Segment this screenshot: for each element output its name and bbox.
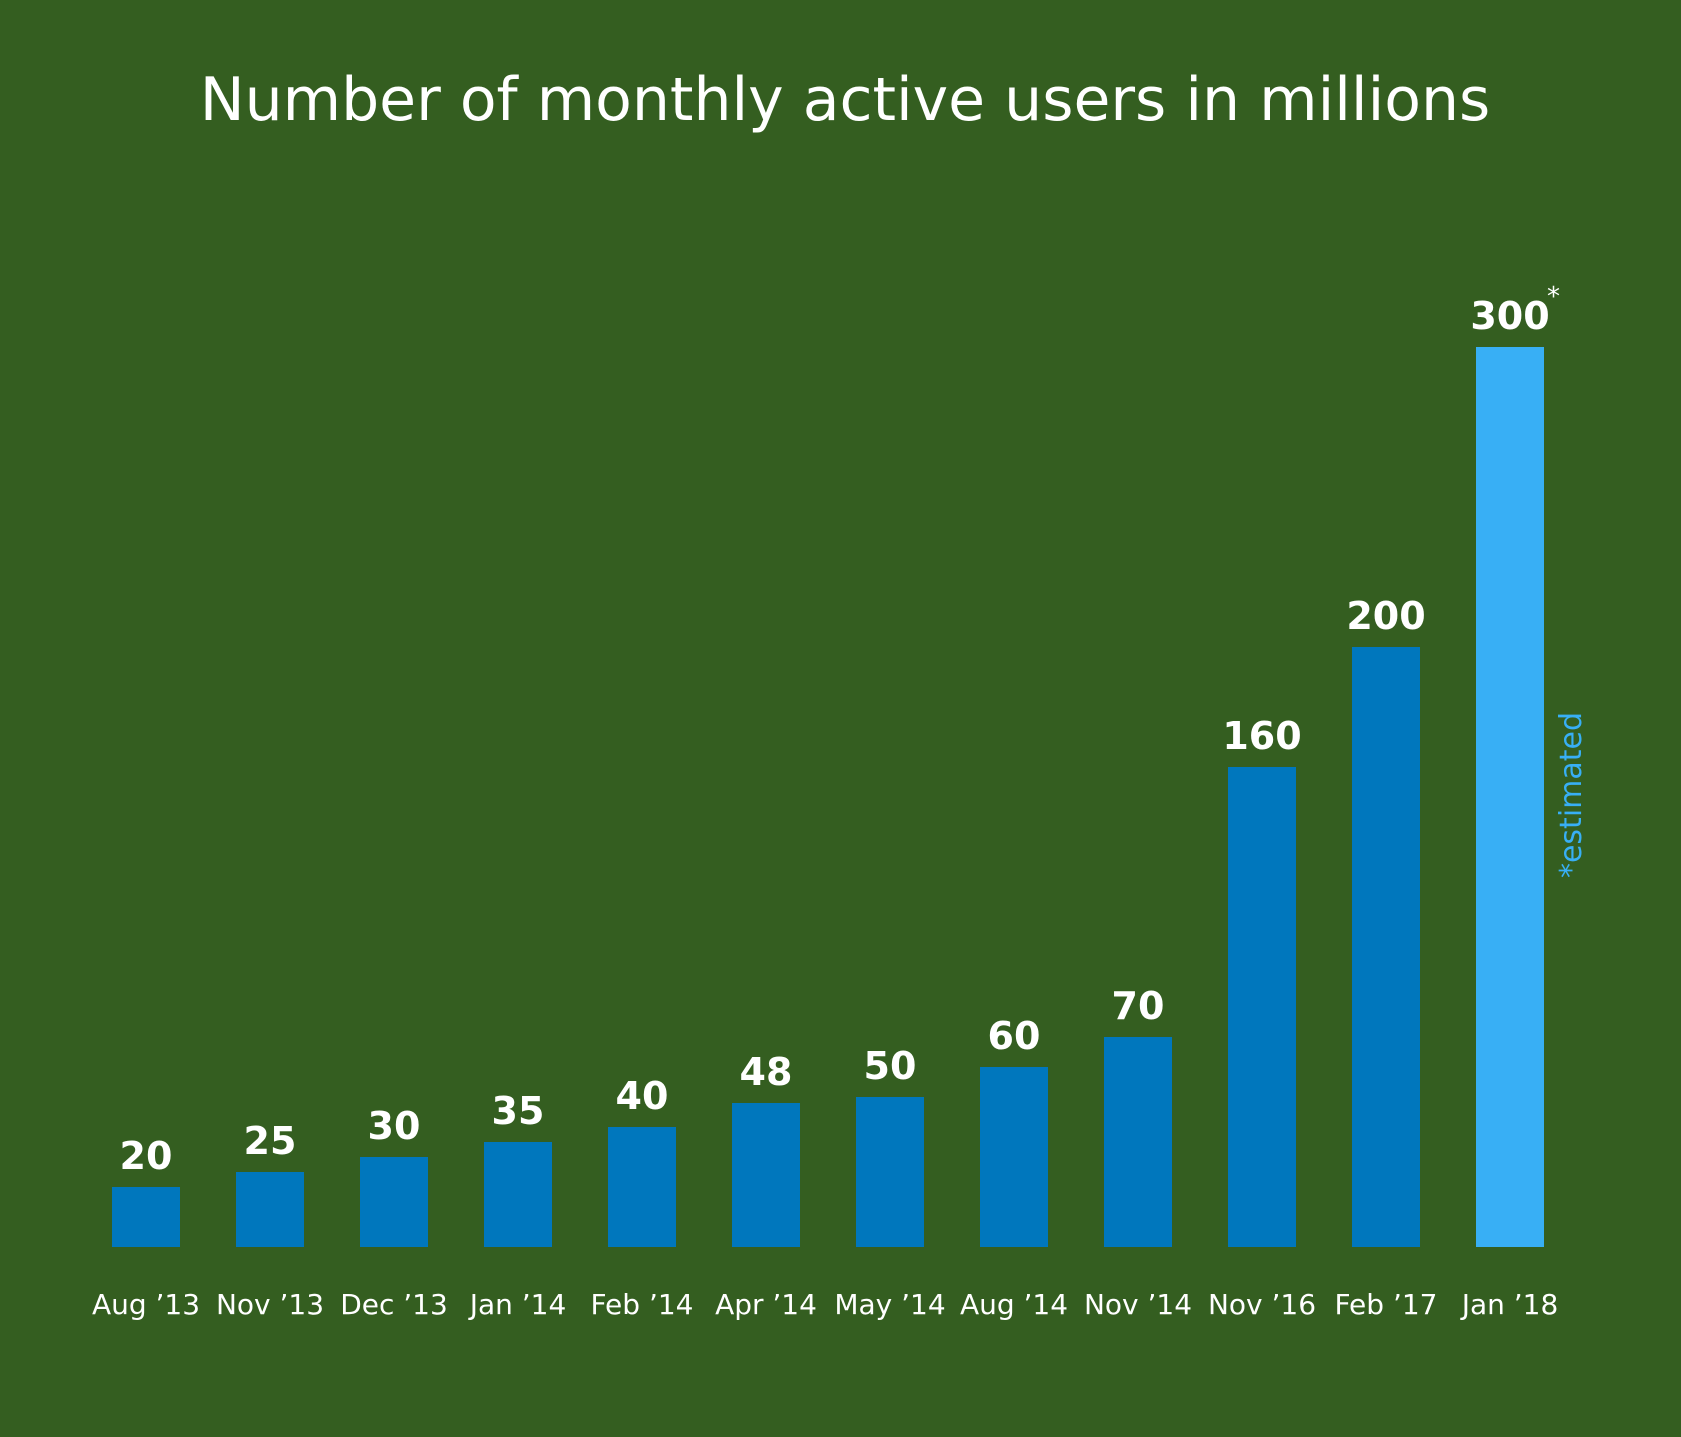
x-tick-label-1: Aug ’13 xyxy=(92,1288,200,1321)
x-tick-label-5: Feb ’14 xyxy=(590,1288,693,1321)
value-label-10: 160 xyxy=(1222,714,1301,758)
bar-9 xyxy=(1104,1037,1172,1247)
bar-12 xyxy=(1476,347,1544,1247)
x-tick-labels-group: Aug ’13 Nov ’13 Dec ’13 Jan ’14 Feb ’14 Apr ’… xyxy=(92,1288,1558,1321)
x-tick-label-6: Apr ’14 xyxy=(715,1288,817,1321)
x-tick-label-9: Nov ’14 xyxy=(1084,1288,1192,1321)
estimated-marker: * xyxy=(1547,282,1560,312)
value-label-2: 25 xyxy=(244,1119,297,1163)
x-tick-label-8: Aug ’14 xyxy=(960,1288,1068,1321)
bar-1 xyxy=(112,1187,180,1247)
x-tick-label-2: Nov ’13 xyxy=(216,1288,324,1321)
bar-2 xyxy=(236,1172,304,1247)
value-labels-group: 20 25 30 35 40 48 50 60 70 160 200 300* xyxy=(120,282,1560,1178)
estimated-note: *estimated xyxy=(1554,712,1589,878)
x-tick-label-11: Feb ’17 xyxy=(1334,1288,1437,1321)
bar-8 xyxy=(980,1067,1048,1247)
chart-title: Number of monthly active users in millio… xyxy=(200,65,1491,135)
x-tick-label-7: May ’14 xyxy=(834,1288,945,1321)
x-tick-label-10: Nov ’16 xyxy=(1208,1288,1316,1321)
value-label-5: 40 xyxy=(616,1074,669,1118)
bar-7 xyxy=(856,1097,924,1247)
value-label-7: 50 xyxy=(864,1044,917,1088)
bar-5 xyxy=(608,1127,676,1247)
value-label-11: 200 xyxy=(1346,594,1425,638)
value-label-1: 20 xyxy=(120,1134,173,1178)
x-tick-label-12: Jan ’18 xyxy=(1460,1288,1559,1321)
bar-6 xyxy=(732,1103,800,1247)
x-tick-label-3: Dec ’13 xyxy=(340,1288,448,1321)
value-label-3: 30 xyxy=(368,1104,421,1148)
value-label-9: 70 xyxy=(1112,984,1165,1028)
bars-group xyxy=(112,347,1544,1247)
value-label-4: 35 xyxy=(492,1089,545,1133)
bar-10 xyxy=(1228,767,1296,1247)
value-label-8: 60 xyxy=(988,1014,1041,1058)
bar-11 xyxy=(1352,647,1420,1247)
value-label-6: 48 xyxy=(740,1050,793,1094)
value-label-12: 300 xyxy=(1470,294,1549,338)
bar-4 xyxy=(484,1142,552,1247)
bar-3 xyxy=(360,1157,428,1247)
x-tick-label-4: Jan ’14 xyxy=(468,1288,567,1321)
